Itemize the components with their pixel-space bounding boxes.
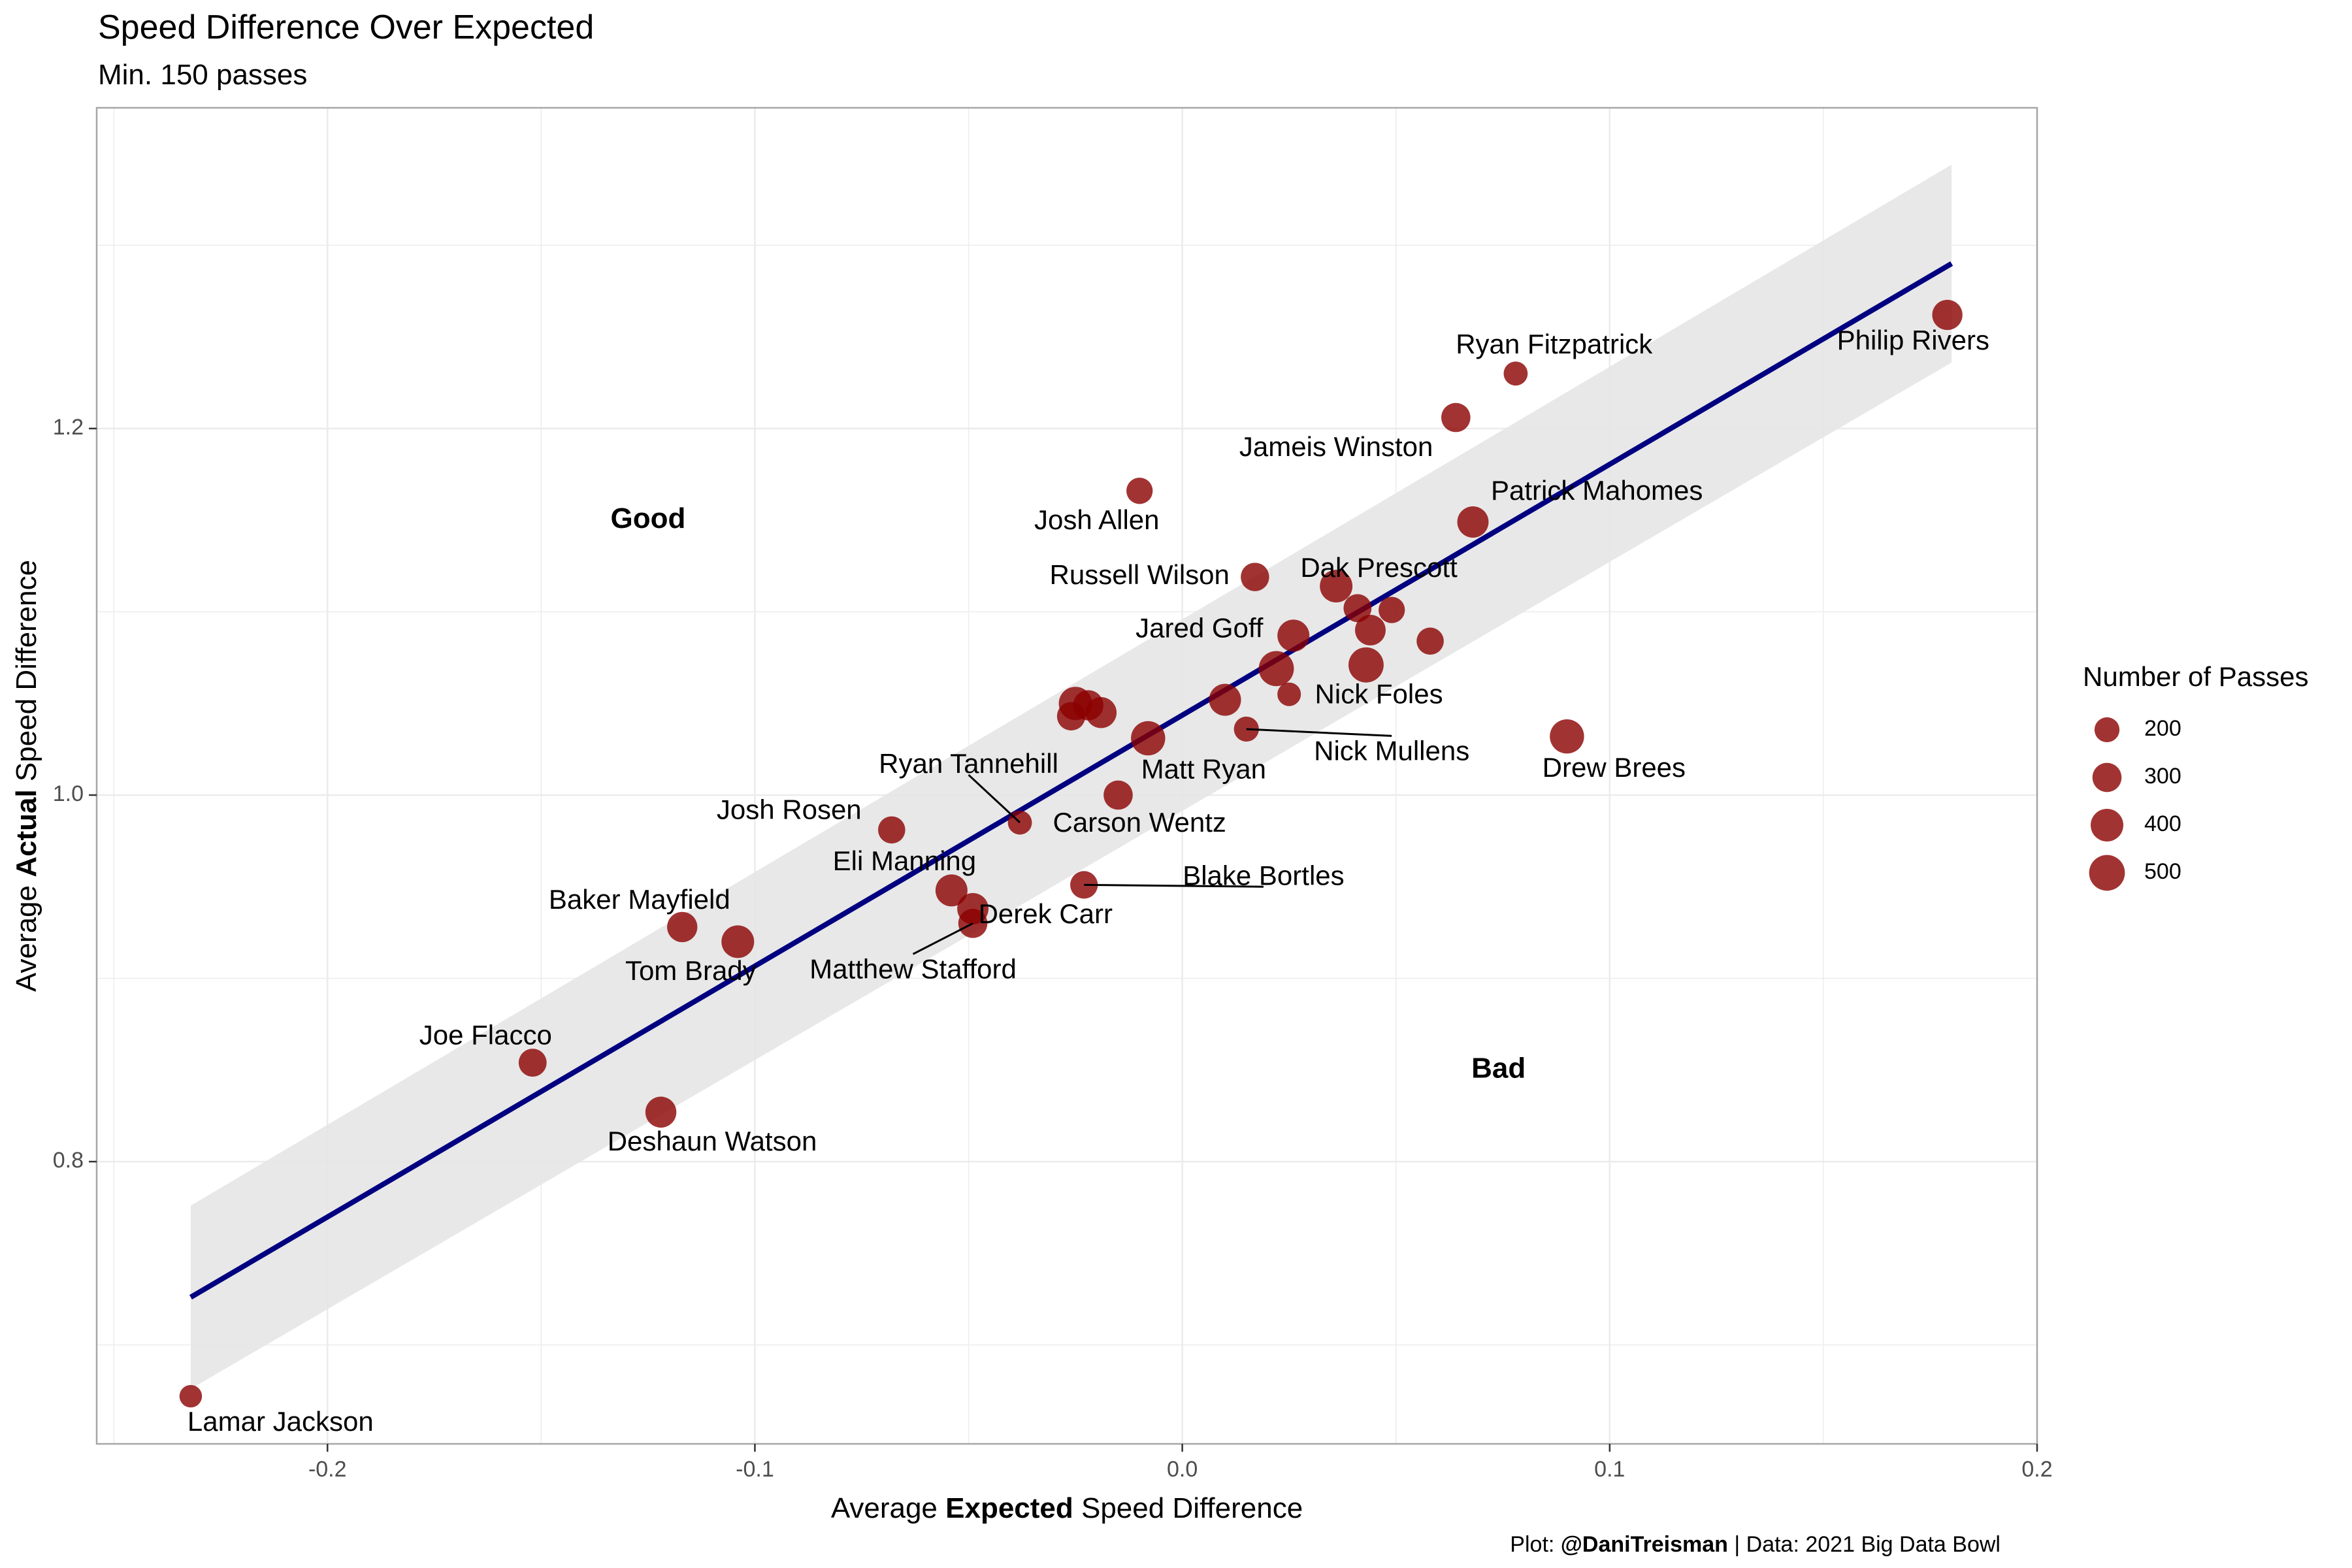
legend-title: Number of Passes [2083, 661, 2309, 692]
data-point [667, 911, 698, 943]
x-tick-label: -0.2 [308, 1457, 347, 1482]
data-point [1343, 594, 1372, 623]
data-point [1277, 619, 1310, 652]
point-label: Matthew Stafford [809, 953, 1017, 984]
label-leaders [912, 728, 1392, 955]
data-point [1131, 721, 1166, 756]
data-point [1277, 682, 1301, 706]
point-label: Eli Manning [833, 845, 976, 876]
data-point [1932, 299, 1963, 331]
legend-label: 200 [2144, 716, 2181, 741]
y-axis-title: Average Actual Speed Difference [10, 560, 42, 992]
point-label: Tom Brady [625, 955, 757, 986]
data-point [1348, 647, 1384, 683]
data-points [179, 299, 1963, 1408]
point-label: Philip Rivers [1837, 325, 1989, 355]
data-point [1416, 627, 1444, 655]
trend-line [189, 261, 1953, 1300]
label-leader-line [912, 922, 973, 955]
plot-border [95, 106, 2038, 1445]
point-label: Carson Wentz [1053, 807, 1226, 838]
x-tick-label: 0.0 [1167, 1457, 1198, 1482]
point-label: Jameis Winston [1239, 431, 1433, 462]
point-label: Josh Rosen [717, 794, 862, 825]
caption-handle: @DaniTreisman [1560, 1532, 1728, 1557]
x-axis-title: Average Expected Speed Difference [831, 1492, 1303, 1524]
data-point [1258, 651, 1294, 687]
data-point [1320, 570, 1353, 603]
point-label: Derek Carr [979, 898, 1113, 929]
y-tick-label: 1.0 [53, 781, 84, 806]
label-leader-line [1246, 728, 1392, 737]
plot-caption: Plot: @DaniTreisman | Data: 2021 Big Dat… [1510, 1532, 2001, 1558]
x-tick-label: 0.2 [2021, 1457, 2052, 1482]
point-label: Josh Allen [1034, 504, 1159, 535]
data-point [1126, 478, 1153, 504]
chart-subtitle: Min. 150 passes [98, 59, 308, 91]
point-label: Drew Brees [1543, 752, 1686, 783]
y-tick-label: 0.8 [53, 1148, 84, 1173]
legend-label: 300 [2144, 764, 2181, 789]
data-point [1550, 719, 1584, 754]
data-point [1209, 683, 1241, 716]
point-label: Ryan Tannehill [879, 748, 1058, 779]
point-label: Nick Mullens [1314, 736, 1469, 766]
point-label: Russell Wilson [1050, 559, 1230, 590]
legend: 200 300 400 500 [2089, 716, 2181, 891]
label-leader-line [1084, 883, 1264, 888]
axes: -0.2 -0.1 0.0 0.1 0.2 0.8 1.0 1.2 Average Expect… [10, 106, 2053, 1524]
data-point [935, 874, 968, 907]
region-label: Good [610, 502, 685, 534]
caption-suffix: | Data: 2021 Big Data Bowl [1727, 1532, 2001, 1557]
data-point [1103, 780, 1133, 810]
region-labels: Good Bad [610, 502, 1526, 1085]
region-label: Bad [1471, 1052, 1526, 1084]
data-point [1241, 563, 1269, 591]
point-label: Lamar Jackson [188, 1406, 374, 1437]
data-point [179, 1384, 203, 1408]
confidence-band-area [190, 164, 1952, 1389]
point-labels: Lamar Jackson Deshaun Watson Joe Flacco Bak… [188, 325, 1989, 1437]
data-point [518, 1049, 547, 1077]
point-label: Dak Prescott [1300, 552, 1458, 583]
data-point [721, 925, 755, 958]
legend-key [2089, 855, 2125, 891]
point-label: Patrick Mahomes [1491, 475, 1703, 506]
y-tick-label: 1.2 [53, 415, 84, 440]
x-tick-label: 0.1 [1594, 1457, 1625, 1482]
data-point [645, 1096, 677, 1128]
data-point [877, 816, 906, 844]
data-point [1355, 615, 1386, 645]
point-label: Matt Ryan [1141, 754, 1266, 785]
chart-title: Speed Difference Over Expected [98, 8, 595, 46]
data-point [1441, 402, 1471, 433]
point-label: Joe Flacco [419, 1019, 552, 1050]
legend-key [2091, 809, 2123, 841]
legend-key [2094, 717, 2120, 743]
legend-key [2092, 762, 2122, 792]
data-point [1457, 506, 1489, 538]
data-point [1379, 596, 1405, 623]
confidence-band [190, 164, 1952, 1389]
point-label: Blake Bortles [1183, 860, 1344, 890]
legend-label: 500 [2144, 859, 2181, 884]
data-point [1085, 697, 1117, 728]
label-leader-line [968, 774, 1021, 824]
point-label: Nick Foles [1315, 679, 1443, 710]
point-label: Baker Mayfield [549, 884, 730, 915]
data-point [1503, 361, 1528, 386]
caption-prefix: Plot: [1510, 1532, 1561, 1557]
x-tick-label: -0.1 [736, 1457, 774, 1482]
point-label: Deshaun Watson [608, 1126, 817, 1156]
regression-line [189, 261, 1953, 1300]
point-label: Jared Goff [1135, 613, 1264, 644]
point-label: Ryan Fitzpatrick [1456, 329, 1653, 359]
legend-label: 400 [2144, 811, 2181, 836]
